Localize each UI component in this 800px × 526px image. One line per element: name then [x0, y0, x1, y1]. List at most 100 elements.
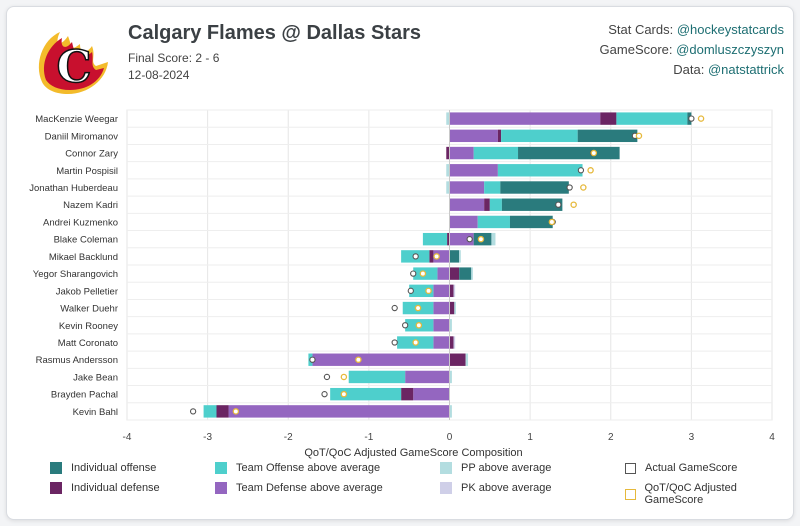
legend-item: Actual GameScore	[625, 462, 737, 474]
legend-label: Team Defense above average	[236, 482, 383, 494]
x-tick-label: 1	[527, 432, 533, 443]
player-label: Mikael Backlund	[49, 252, 118, 263]
player-label: Andrei Kuzmenko	[43, 217, 118, 228]
bar-segment-to	[348, 370, 406, 384]
chart-legend: Individual offense Team Offense above ave…	[50, 460, 790, 510]
actual-gamescore-marker	[402, 322, 409, 329]
bar-segment-io	[518, 146, 620, 160]
bar-segment-to	[409, 284, 434, 298]
legend-item: Team Defense above average	[215, 482, 383, 494]
credit-line: GameScore: @domluszczyszyn	[599, 42, 784, 57]
bar-segment-pp	[449, 319, 452, 332]
bar-segment-id	[429, 250, 434, 263]
actual-gamescore-marker	[410, 270, 417, 277]
credits: Stat Cards: @hockeystatcards GameScore: …	[600, 20, 784, 80]
legend-item: Individual offense	[50, 462, 156, 474]
adjusted-gamescore-marker	[587, 167, 594, 174]
bar-segment-id	[446, 146, 450, 160]
team-logo: C	[38, 32, 108, 94]
actual-gamescore-marker	[688, 115, 695, 122]
bar-segment-pp	[454, 301, 456, 315]
bar-segment-to	[501, 129, 578, 143]
legend-label: PP above average	[461, 462, 552, 474]
player-label: Yegor Sharangovich	[33, 269, 118, 280]
bar-segment-to	[330, 387, 402, 401]
legend-label: Team Offense above average	[236, 462, 381, 474]
bar-segment-to	[484, 181, 501, 194]
x-tick-label: -2	[284, 432, 293, 443]
bar-segment-td	[413, 387, 450, 401]
logo-letter: C	[56, 42, 91, 93]
actual-gamescore-marker	[407, 287, 414, 294]
bar-segment-io	[501, 198, 563, 211]
actual-gamescore-marker	[577, 167, 585, 174]
adjusted-gamescore-marker	[414, 304, 422, 312]
player-label: Daniil Miromanov	[45, 131, 119, 142]
bar-segment-td	[433, 301, 450, 315]
bar-segment-pp	[459, 250, 461, 263]
adjusted-gamescore-marker	[635, 132, 643, 140]
actual-gamescore-marker	[309, 356, 316, 363]
bar-segment-pp	[465, 353, 469, 366]
bar-segment-to	[489, 198, 502, 211]
bar-segment-id	[216, 405, 229, 418]
x-tick-label: 0	[447, 432, 453, 443]
player-label: Brayden Pachal	[51, 390, 118, 401]
bar-segment-io	[500, 181, 569, 194]
adjusted-gamescore-marker	[590, 149, 598, 157]
legend-label: PK above average	[461, 482, 552, 494]
stat-card	[6, 6, 794, 520]
x-tick-label: 3	[689, 432, 695, 443]
actual-gamescore-marker	[189, 408, 197, 415]
legend-label: Individual defense	[71, 482, 160, 494]
bar-segment-io	[459, 267, 472, 280]
adjusted-gamescore-marker	[548, 218, 556, 226]
adjusted-gamescore-marker	[570, 201, 577, 208]
legend-label: QoT/QoC Adjusted GameScore	[644, 482, 737, 506]
legend-item: PK above average	[440, 482, 552, 494]
credit-handle[interactable]: @hockeystatcards	[676, 22, 784, 37]
bar-segment-td	[312, 353, 450, 366]
bar-segment-to	[473, 146, 519, 160]
actual-gamescore-marker	[566, 184, 573, 191]
bar-segment-to	[477, 215, 510, 229]
player-label: Jake Bean	[73, 372, 118, 383]
bar-segment-td	[449, 198, 485, 211]
adjusted-gamescore-marker	[355, 356, 362, 363]
actual-gamescore-marker	[555, 201, 562, 208]
bar-segment-td	[433, 319, 450, 332]
adjusted-gamescore-marker	[340, 373, 348, 381]
actual-gamescore-marker	[391, 339, 398, 346]
bar-segment-id	[600, 112, 617, 125]
adjusted-gamescore-marker	[412, 339, 419, 346]
bar-segment-io	[577, 129, 638, 143]
bar-segment-td	[449, 215, 478, 229]
actual-gamescore-marker	[466, 236, 473, 243]
legend-swatch	[50, 482, 62, 494]
credit-handle[interactable]: @domluszczyszyn	[676, 42, 784, 57]
player-label: Connor Zary	[65, 149, 118, 160]
bar-segment-pk	[453, 336, 456, 349]
actual-gamescore-marker	[321, 391, 328, 398]
legend-swatch	[215, 462, 227, 474]
bar-segment-id	[449, 267, 460, 280]
bar-segment-td	[228, 405, 450, 418]
actual-gamescore-marker	[391, 304, 398, 312]
credit-handle[interactable]: @natstattrick	[707, 62, 784, 77]
player-label: Kevin Bahl	[73, 407, 118, 418]
bar-segment-td	[449, 112, 601, 125]
bar-segment-id	[449, 336, 454, 349]
legend-swatch	[625, 488, 636, 500]
legend-label: Individual offense	[71, 462, 157, 474]
actual-gamescore-marker	[412, 253, 419, 260]
bar-segment-to	[616, 112, 688, 125]
legend-swatch	[440, 482, 452, 494]
bar-segment-id	[497, 129, 502, 143]
adjusted-gamescore-marker	[340, 390, 348, 398]
bar-segment-pp	[446, 112, 450, 125]
bar-segment-to	[203, 405, 217, 418]
x-tick-label: -3	[203, 432, 212, 443]
page-title: Calgary Flames @ Dallas Stars	[128, 22, 421, 44]
bar-segment-td	[449, 164, 498, 177]
